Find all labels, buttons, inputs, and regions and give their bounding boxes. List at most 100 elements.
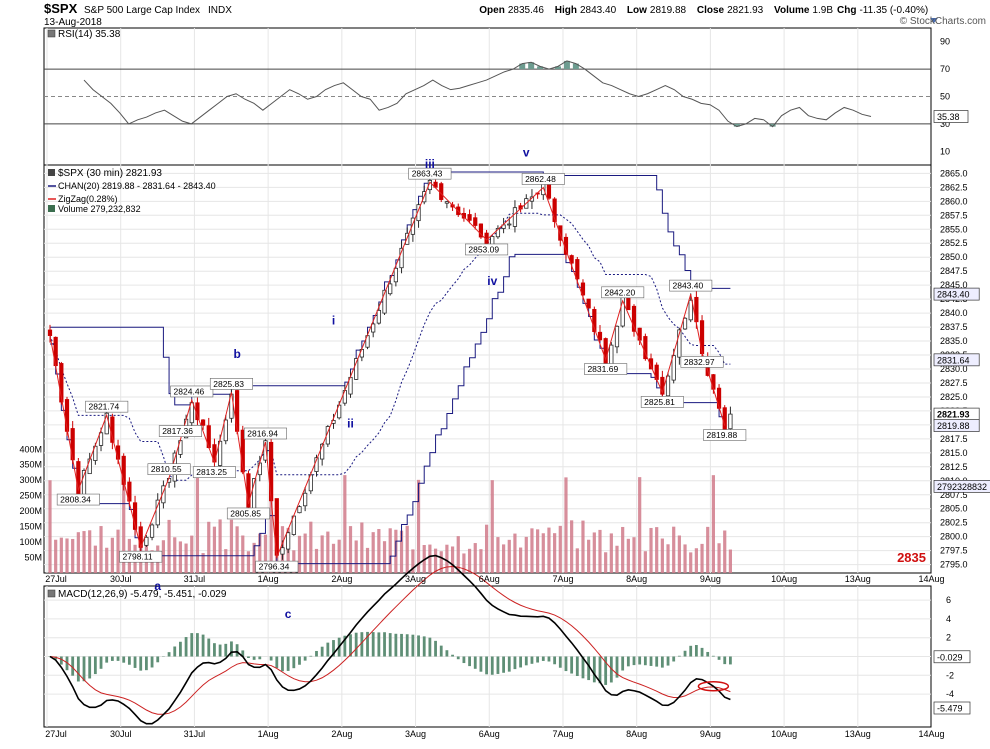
volume-bar [213,527,216,573]
macd-histogram-bar [661,657,664,668]
volume-bar [65,538,68,573]
x-tick-label: 6Aug [479,574,500,584]
macd-histogram-bar [321,647,324,657]
macd-legend-text: MACD(12,26,9) -5.479, -5.451, -0.029 [58,589,227,600]
volume-bar [167,520,170,573]
candle-body [604,339,607,366]
wave-label: b [233,347,240,361]
x-tick-label: 8Aug [626,574,647,584]
macd-histogram-bar [383,632,386,656]
zigzag-value-label: 2821.74 [89,402,120,412]
volume-bar [485,525,488,573]
price-tick-label: 2857.5 [940,210,968,220]
macd-tag: -5.479 [937,704,963,714]
macd-histogram-bar [474,657,477,669]
macd-histogram-bar [457,657,460,660]
candle-body [683,318,686,329]
volume-bar [440,551,443,573]
zigzag-legend-text: ZigZag(0.28%) [58,194,118,204]
x-tick-label: 2Aug [331,574,352,584]
volume-bar [576,548,579,573]
candle-body [542,184,545,195]
macd-histogram-bar [706,652,709,657]
volume-bar [60,538,63,573]
wave-label: iv [487,274,497,288]
zigzag-value-label: 2819.88 [707,430,738,440]
macd-histogram-bar [644,657,647,666]
zigzag-value-label: 2817.36 [162,426,193,436]
candle-body [281,548,284,554]
volume-bar [615,546,618,573]
change-label: Chg [837,5,856,16]
volume-bar [581,521,584,573]
macd-histogram-bar [173,646,176,656]
zigzag-value-label: 2843.40 [673,281,704,291]
volume-bar [513,534,516,573]
macd-histogram-bar [128,657,131,665]
candle-body [729,414,732,429]
macd-histogram-bar [519,657,522,668]
volume-bar [355,540,358,573]
price-tick-label: 2797.5 [940,546,968,556]
macd-histogram-bar [83,657,86,682]
volume-bar [598,530,601,573]
macd-histogram-bar [224,644,227,657]
macd-histogram-bar [428,638,431,657]
volume-tick-label: 300M [19,475,42,485]
volume-bar [241,536,244,573]
volume-bar [389,528,392,573]
price-tick-label: 2840.0 [940,308,968,318]
zigzag-value-label: 2796.34 [259,562,290,572]
volume-bar [525,537,528,573]
volume-bar [661,539,664,573]
volume-tick-label: 200M [19,506,42,516]
low-value: 2819.88 [650,5,687,16]
candle-body [547,183,550,199]
x-tick-label: 3Aug [405,574,426,584]
price-tick-label: 2800.0 [940,532,968,542]
price-tick-label: 2817.5 [940,434,968,444]
change-value: -11.35 (-0.40%) [859,5,928,16]
volume-bar [88,530,91,573]
volume-bar [99,526,102,573]
open-label: Open [479,5,505,16]
rsi-legend-text: RSI(14) 35.38 [58,29,121,40]
volume-bar [502,544,505,573]
macd-histogram-bar [196,633,199,656]
volume-bar [508,540,511,573]
x-tick-label: 10Aug [771,729,797,739]
candle-body [723,408,726,432]
volume-tick-label: 400M [19,444,42,454]
macd-histogram-bar [60,657,63,665]
x-tick-label: 30Jul [110,574,132,584]
x-tick-label: 14Aug [919,574,945,584]
macd-histogram-bar [672,657,675,662]
volume-bar [179,541,182,573]
candle-body [513,208,516,227]
rsi-tick-label: 90 [940,37,950,47]
price-tick-label: 2855.0 [940,224,968,234]
volume-bar [689,552,692,573]
macd-histogram-bar [542,657,545,661]
macd-histogram-bar [525,657,528,666]
macd-histogram-bar [213,643,216,656]
price-tag: 2792328832 [937,482,987,492]
macd-tag: -0.029 [937,652,963,662]
volume-bar [723,531,726,573]
volume-bar [190,536,193,573]
price-legend-text: $SPX (30 min) 2821.93 [58,168,162,179]
volume-bar [683,544,686,573]
volume-bar [434,549,437,573]
volume-bar [309,522,312,573]
volume-bar [587,540,590,573]
macd-histogram-bar [94,657,97,675]
macd-histogram-bar [389,633,392,656]
macd-histogram-bar [417,635,420,656]
volume-bar [71,539,74,573]
candle-body [717,388,720,408]
price-tick-label: 2835.0 [940,336,968,346]
volume-bar [116,530,119,573]
price-tick-label: 2837.5 [940,322,968,332]
macd-histogram-bar [689,646,692,657]
